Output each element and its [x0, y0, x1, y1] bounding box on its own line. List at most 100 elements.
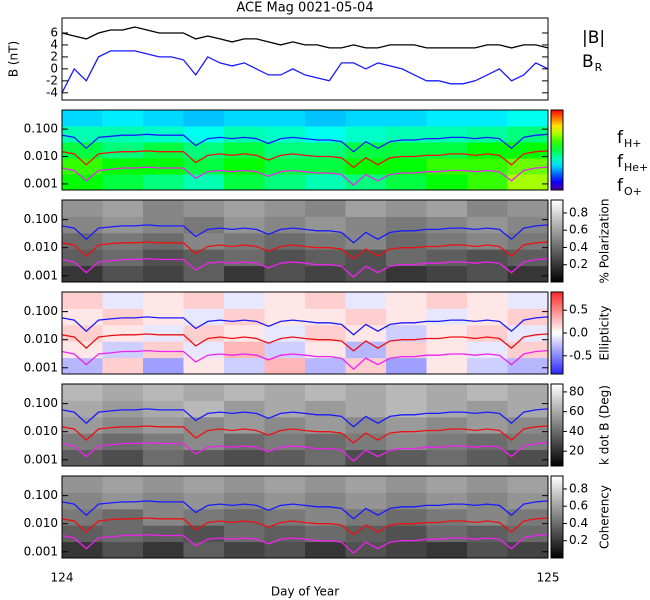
panel — [62, 110, 548, 190]
heat-cell — [507, 433, 548, 451]
axis-frame — [61, 17, 549, 101]
heat-cell — [467, 449, 508, 466]
colorbar — [550, 383, 564, 467]
heat-cell — [143, 126, 184, 143]
heat-cell — [386, 110, 427, 127]
heat-cell — [264, 508, 306, 526]
heat-cell — [62, 126, 103, 143]
heat-cell — [62, 308, 103, 326]
heat-cell — [62, 449, 103, 466]
heat-cell — [305, 174, 346, 190]
heat-cell — [102, 142, 144, 159]
x-axis-label: Day of Year — [271, 585, 339, 599]
heat-cell — [143, 541, 184, 558]
heat-cell — [345, 525, 387, 543]
heat-cell — [143, 525, 184, 543]
heat-cell — [143, 142, 184, 159]
heat-cell — [386, 292, 427, 309]
legend-subscript: R — [595, 61, 603, 74]
panel — [62, 384, 548, 466]
heat-cell — [264, 200, 306, 217]
heat-cell — [507, 525, 548, 543]
heat-cell — [305, 433, 346, 451]
heat-cell — [143, 433, 184, 451]
heat-cell — [386, 249, 427, 267]
heat-cell — [102, 265, 144, 282]
colorbar-tick-label: 0.8 — [569, 205, 588, 219]
heat-cell — [507, 308, 548, 326]
heat-cell — [264, 158, 306, 175]
heat-cell — [345, 416, 387, 434]
y-tick-label: 0.100 — [24, 488, 58, 502]
heat-cell — [386, 232, 427, 250]
heat-cell — [386, 449, 427, 466]
heat-cell — [143, 324, 184, 342]
y-tick-label: 0.010 — [24, 332, 58, 346]
heat-cell — [507, 216, 548, 234]
data-line — [62, 408, 548, 428]
heat-cell — [143, 341, 184, 359]
heat-cell — [345, 216, 387, 234]
heat-cell — [102, 216, 144, 234]
legend-subscript: H+ — [624, 137, 642, 150]
heat-cell — [183, 292, 225, 309]
heat-cell — [507, 416, 548, 434]
heat-cell — [102, 492, 144, 510]
heat-cell — [345, 292, 387, 309]
y-tick-label: 0.100 — [24, 304, 58, 318]
heat-cell — [224, 449, 265, 466]
heat-cell — [224, 341, 265, 359]
heat-cell — [386, 216, 427, 234]
heat-cell — [305, 142, 346, 159]
heat-cell — [305, 384, 346, 401]
panel — [62, 292, 548, 374]
colorbar-tick-label: 0.4 — [569, 516, 588, 530]
y-tick-label: 0.001 — [24, 268, 58, 282]
heat-cell — [183, 508, 225, 526]
heat-cell — [386, 525, 427, 543]
heat-cell — [426, 126, 468, 143]
heat-cell — [143, 265, 184, 282]
heat-cell — [467, 200, 508, 217]
heat-cell — [62, 200, 103, 217]
heat-cell — [102, 384, 144, 401]
heat-cell — [305, 292, 346, 309]
heat-cell — [305, 232, 346, 250]
colorbar — [550, 199, 564, 283]
heat-cell — [305, 416, 346, 434]
data-line — [62, 333, 548, 352]
heat-cell — [62, 265, 103, 282]
heat-cell — [345, 308, 387, 326]
heat-cell — [183, 110, 225, 127]
heat-cell — [102, 341, 144, 359]
heat-cell — [386, 200, 427, 217]
heat-cell — [305, 216, 346, 234]
data-line — [62, 50, 548, 94]
heat-cell — [345, 508, 387, 526]
heat-cell — [264, 416, 306, 434]
heat-cell — [305, 200, 346, 217]
panel — [62, 200, 548, 282]
colorbar-tick-label: 80 — [569, 384, 584, 398]
heat-cell — [102, 249, 144, 267]
heat-cell — [507, 324, 548, 342]
heat-cell — [507, 110, 548, 127]
y-tick-label: 0.010 — [24, 424, 58, 438]
y-axis-label: B (nT) — [7, 41, 21, 77]
heat-cell — [305, 341, 346, 359]
heat-cell — [224, 324, 265, 342]
heat-cell — [143, 308, 184, 326]
colorbar-tick-label: 0.6 — [569, 499, 588, 513]
heat-cell — [345, 110, 387, 127]
data-line — [62, 349, 548, 370]
heat-cell — [345, 324, 387, 342]
heat-cell — [143, 400, 184, 418]
heat-cell — [183, 142, 225, 159]
heat-cell — [143, 110, 184, 127]
legend-label: f — [617, 152, 624, 172]
heat-cell — [345, 449, 387, 466]
heat-cell — [264, 142, 306, 159]
heat-cell — [467, 341, 508, 359]
heat-cell — [345, 400, 387, 418]
